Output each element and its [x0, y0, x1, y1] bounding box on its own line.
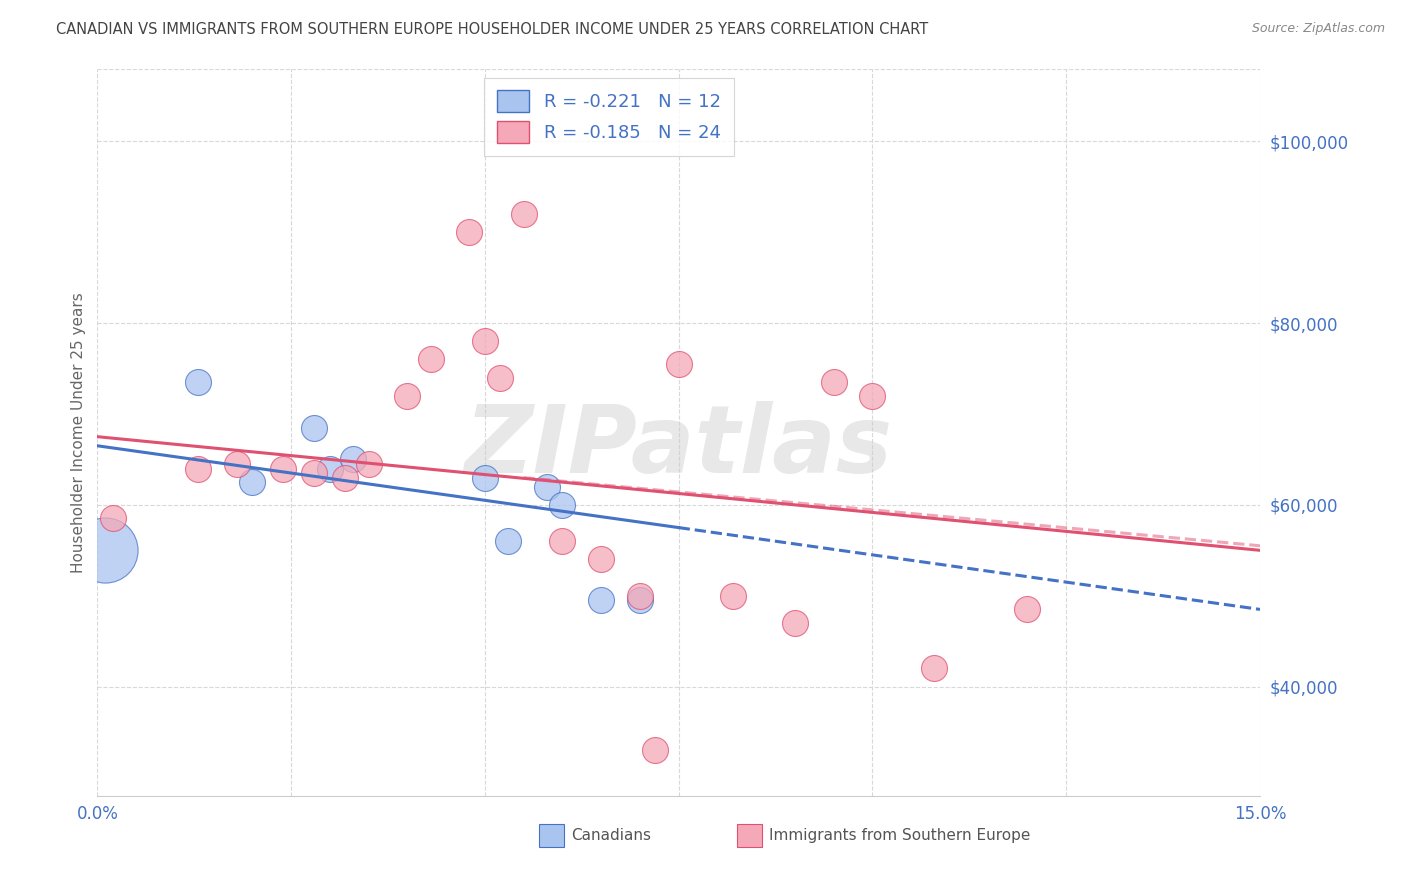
Point	[474, 470, 496, 484]
Point	[396, 389, 419, 403]
Point	[668, 357, 690, 371]
Point	[721, 589, 744, 603]
Point	[240, 475, 263, 490]
Y-axis label: Householder Income Under 25 years: Householder Income Under 25 years	[72, 292, 86, 573]
Point	[591, 593, 613, 607]
Point	[628, 589, 651, 603]
Point	[273, 461, 295, 475]
Point	[94, 543, 117, 558]
Point	[319, 461, 342, 475]
Legend: R = -0.221   N = 12, R = -0.185   N = 24: R = -0.221 N = 12, R = -0.185 N = 24	[484, 78, 734, 156]
Text: Canadians: Canadians	[571, 828, 651, 843]
Point	[512, 207, 534, 221]
Point	[591, 552, 613, 566]
Text: Immigrants from Southern Europe: Immigrants from Southern Europe	[769, 828, 1031, 843]
Point	[551, 498, 574, 512]
Point	[304, 420, 326, 434]
Point	[551, 534, 574, 549]
Text: ZIPatlas: ZIPatlas	[464, 401, 893, 492]
Point	[335, 470, 357, 484]
Point	[536, 480, 558, 494]
Point	[496, 534, 519, 549]
Point	[862, 389, 884, 403]
Point	[342, 452, 364, 467]
Text: Source: ZipAtlas.com: Source: ZipAtlas.com	[1251, 22, 1385, 36]
Point	[225, 457, 247, 471]
Point	[924, 661, 946, 675]
Point	[628, 593, 651, 607]
Point	[644, 743, 666, 757]
Point	[419, 352, 441, 367]
Point	[304, 466, 326, 480]
Point	[823, 375, 845, 389]
Point	[474, 334, 496, 349]
Point	[187, 375, 209, 389]
Point	[101, 511, 124, 525]
Point	[357, 457, 380, 471]
Point	[458, 225, 481, 239]
Point	[783, 615, 806, 630]
Point	[1017, 602, 1039, 616]
Point	[187, 461, 209, 475]
Point	[489, 370, 512, 384]
Text: CANADIAN VS IMMIGRANTS FROM SOUTHERN EUROPE HOUSEHOLDER INCOME UNDER 25 YEARS CO: CANADIAN VS IMMIGRANTS FROM SOUTHERN EUR…	[56, 22, 928, 37]
